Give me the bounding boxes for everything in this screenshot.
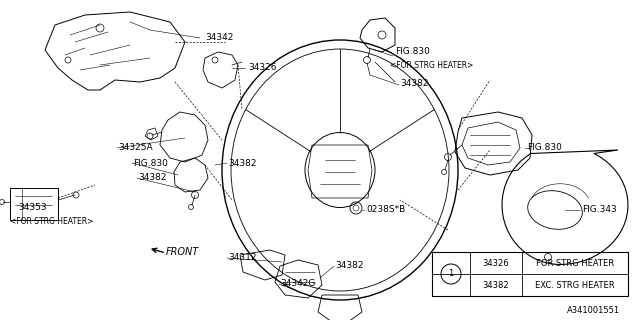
Text: FIG.830: FIG.830: [395, 47, 430, 57]
Text: <FOR STRG HEATER>: <FOR STRG HEATER>: [390, 61, 474, 70]
Text: FOR STRG HEATER: FOR STRG HEATER: [536, 259, 614, 268]
Text: A341001551: A341001551: [567, 306, 620, 315]
Text: 0238S*B: 0238S*B: [366, 205, 405, 214]
Text: FIG.830: FIG.830: [133, 158, 168, 167]
Text: 34342G: 34342G: [280, 279, 316, 289]
Text: FRONT: FRONT: [166, 247, 199, 257]
Bar: [432, 252, 628, 296]
Text: EXC. STRG HEATER: EXC. STRG HEATER: [535, 281, 615, 290]
Text: 34382: 34382: [228, 158, 257, 167]
Text: 34382: 34382: [483, 281, 509, 290]
Text: 34312: 34312: [228, 253, 257, 262]
Text: 34382: 34382: [138, 173, 166, 182]
Text: 34326: 34326: [483, 259, 509, 268]
Bar: [10, 188, 58, 220]
Text: 1: 1: [449, 269, 454, 278]
Text: FIG.343: FIG.343: [582, 205, 617, 214]
Text: FIG.830: FIG.830: [527, 143, 562, 153]
Text: 34382: 34382: [335, 261, 364, 270]
Text: 34325A: 34325A: [118, 143, 152, 153]
Text: 34326: 34326: [248, 63, 276, 73]
Text: 34342: 34342: [205, 34, 234, 43]
Text: <FOR STRG HEATER>: <FOR STRG HEATER>: [10, 217, 93, 226]
Text: 34353: 34353: [18, 204, 47, 212]
Text: 34382: 34382: [400, 79, 429, 89]
